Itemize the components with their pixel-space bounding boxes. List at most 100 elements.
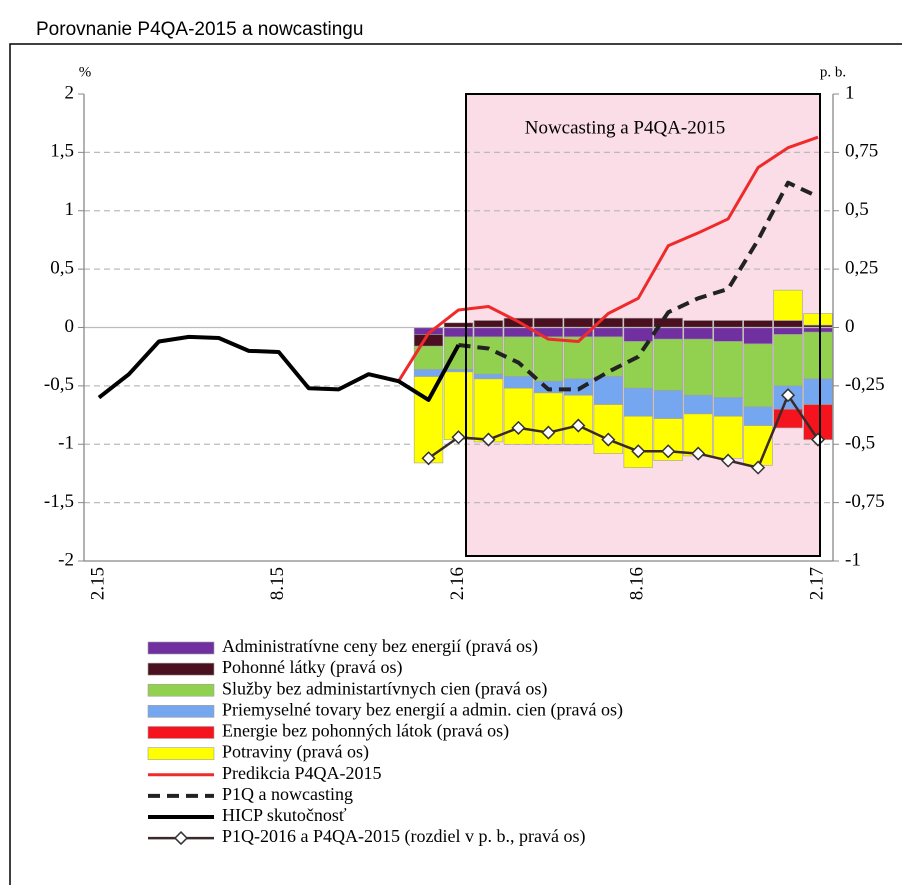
bar-segment xyxy=(623,341,653,389)
bar-segment xyxy=(473,378,504,443)
bar-segment xyxy=(563,317,594,328)
line-series xyxy=(458,180,819,392)
bar-segment xyxy=(683,320,713,328)
bar-segment xyxy=(533,317,564,328)
bar-segment xyxy=(653,338,683,391)
bar-segment xyxy=(473,320,504,328)
marker xyxy=(601,432,616,447)
y-tick-label: 0 xyxy=(65,316,75,337)
bar-segment xyxy=(683,394,713,415)
legend-label: Energie bez pohonných látok (pravá os) xyxy=(222,721,509,742)
y2-tick-label: 0,25 xyxy=(845,257,878,278)
x-tick-label: 8.15 xyxy=(267,567,288,600)
legend-label: P1Q a nowcasting xyxy=(222,784,353,804)
y-tick-label: -1,5 xyxy=(44,491,74,512)
bar-segment xyxy=(713,397,743,417)
y2-tick-label: 0,75 xyxy=(845,141,878,162)
marker xyxy=(661,444,676,459)
bar-segment xyxy=(473,336,504,375)
bar-segment xyxy=(773,327,803,335)
bar-segment xyxy=(803,378,833,405)
bar-segment xyxy=(413,369,444,377)
bar-segment xyxy=(443,369,474,373)
marker xyxy=(721,453,736,468)
bar-segment xyxy=(773,289,803,321)
legend-label: Pohonné látky (pravá os) xyxy=(222,657,402,678)
legend-label: Služby bez administartívnych cien (pravá… xyxy=(222,678,547,699)
bar-segment xyxy=(473,327,504,338)
legend-label: Administratívne ceny bez energií (pravá … xyxy=(222,636,538,657)
annotation: Nowcasting a P4QA-2015 xyxy=(525,117,726,138)
legend-label: Priemyselné tovary bez energií a admin. … xyxy=(222,699,623,720)
legend-label: Predikcia P4QA-2015 xyxy=(222,763,381,783)
bar-segment xyxy=(443,327,474,338)
bar-segment xyxy=(473,373,504,380)
legend-label: Potraviny (pravá os) xyxy=(222,742,369,763)
bar-segment xyxy=(683,327,713,340)
bar-segment xyxy=(803,331,833,380)
bar-segment xyxy=(623,317,653,328)
marker xyxy=(631,444,646,459)
y2-tick-label: -1 xyxy=(845,549,861,570)
y-unit: % xyxy=(79,64,92,80)
bar-segment xyxy=(713,327,743,342)
bar-segment xyxy=(443,371,474,440)
bar-segment xyxy=(413,376,444,464)
marker xyxy=(541,425,556,440)
x-tick-label: 2.15 xyxy=(87,567,108,600)
bar-segment xyxy=(503,387,534,445)
y2-tick-label: 0 xyxy=(845,316,855,337)
bar-segment xyxy=(743,327,773,345)
legend-label: P1Q-2016 a P4QA-2015 (rozdiel v p. b., p… xyxy=(222,826,585,847)
bar-segment xyxy=(623,387,653,417)
bar-segment xyxy=(563,336,594,380)
bar-segment xyxy=(563,378,594,396)
legend-swatch xyxy=(147,683,215,697)
y-tick-label: 0,5 xyxy=(50,257,74,278)
bar-segment xyxy=(623,327,653,342)
line-series xyxy=(97,334,461,402)
nowcast-box xyxy=(465,93,821,557)
chart-title: Porovnanie P4QA-2015 a nowcastingu xyxy=(36,19,363,40)
y2-tick-label: -0,25 xyxy=(845,374,885,395)
bar-segment xyxy=(503,376,534,389)
x-tick-label: 8.16 xyxy=(627,567,648,600)
bar-segment xyxy=(443,322,474,328)
y-tick-label: 2 xyxy=(65,82,75,103)
bar-segment xyxy=(683,338,713,396)
x-tick-label: 2.16 xyxy=(447,567,468,600)
bar-segment xyxy=(533,336,564,382)
y2-tick-label: -0,5 xyxy=(845,433,875,454)
marker xyxy=(780,388,796,403)
bar-segment xyxy=(713,320,743,328)
marker xyxy=(571,418,586,433)
y-tick-label: -1 xyxy=(58,433,74,454)
bar-segment xyxy=(713,415,743,459)
bar-segment xyxy=(593,376,623,405)
line-series xyxy=(397,135,819,383)
bar-segment xyxy=(803,313,833,326)
y2-unit: p. b. xyxy=(820,64,846,80)
legend-swatch xyxy=(147,747,215,760)
y-tick-label: 1 xyxy=(65,199,75,220)
marker xyxy=(810,432,826,447)
bar-segment xyxy=(803,327,833,333)
legend-marker xyxy=(173,831,189,846)
bar-segment xyxy=(653,390,683,419)
marker xyxy=(451,430,466,445)
bar-segment xyxy=(743,406,773,426)
marker xyxy=(751,460,766,475)
legend-label: HICP skutočnosť xyxy=(222,805,347,825)
bar-segment xyxy=(743,320,773,328)
bar-segment xyxy=(623,415,653,468)
frame xyxy=(9,43,902,885)
y2-tick-label: 0,5 xyxy=(845,199,869,220)
legend-swatch xyxy=(147,641,215,655)
marker xyxy=(421,451,436,466)
marker xyxy=(691,446,706,461)
marker xyxy=(511,420,526,435)
bar-segment xyxy=(593,327,623,338)
bar-segment xyxy=(593,336,623,377)
legend-swatch xyxy=(147,705,215,718)
